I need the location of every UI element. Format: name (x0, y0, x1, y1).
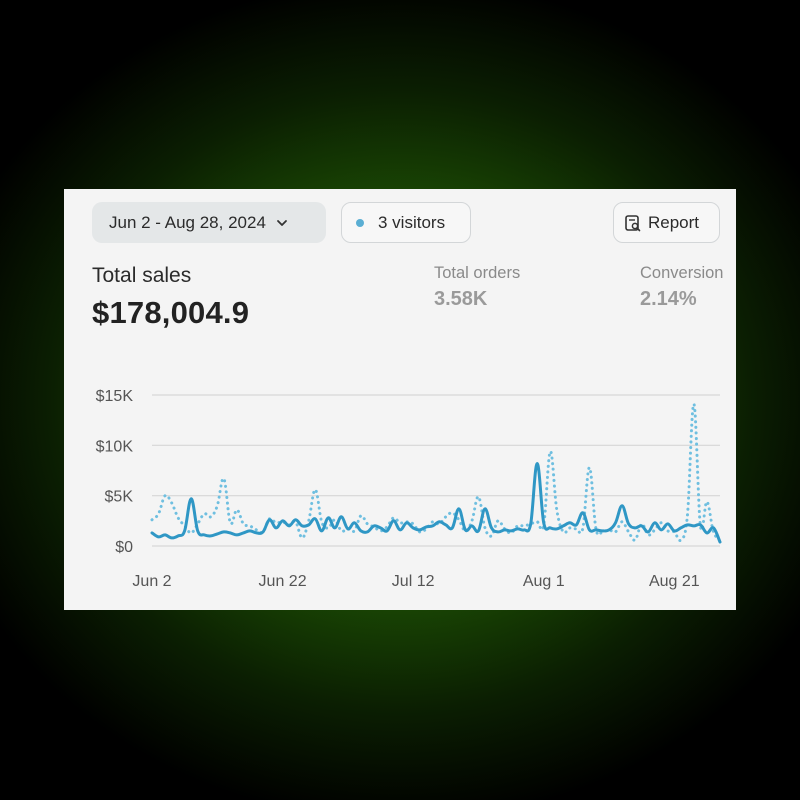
y-tick-label: $5K (105, 489, 134, 506)
x-tick-label: Aug 1 (523, 573, 565, 590)
total-sales-value: $178,004.9 (92, 295, 250, 330)
dot-icon (356, 218, 364, 227)
visitors-label: 3 visitors (378, 212, 446, 232)
total-orders-label: Total orders (434, 264, 521, 282)
total-orders-value: 3.58K (434, 288, 488, 310)
chevron-down-icon (275, 216, 289, 230)
y-tick-label: $0 (115, 539, 133, 556)
total-sales-label: Total sales (92, 264, 192, 287)
x-tick-label: Jun 2 (132, 573, 171, 590)
sales-line-chart: $0 $5K $10K $15K Jun 2 Jun 22 Jul 12 Aug 1 Aug … (96, 388, 722, 590)
date-range-label: Jun 2 - Aug 28, 2024 (109, 212, 266, 232)
primary-series-line (150, 461, 722, 544)
x-tick-label: Jul 12 (392, 573, 435, 590)
visitors-filter-button[interactable]: 3 visitors (341, 202, 471, 243)
x-tick-label: Aug 21 (649, 573, 700, 590)
x-tick-label: Jun 22 (259, 573, 307, 590)
comparison-series-line (150, 402, 722, 543)
report-button[interactable]: Report (613, 202, 720, 243)
sales-card: Jun 2 - Aug 28, 2024 3 visitors Report T… (64, 189, 736, 610)
report-label: Report (648, 212, 700, 232)
y-tick-label: $15K (96, 388, 134, 405)
conversion-label: Conversion (640, 264, 724, 282)
y-tick-label: $10K (96, 438, 134, 455)
report-search-icon (624, 214, 642, 232)
date-range-button[interactable]: Jun 2 - Aug 28, 2024 (92, 202, 326, 243)
conversion-value: 2.14% (640, 288, 697, 310)
